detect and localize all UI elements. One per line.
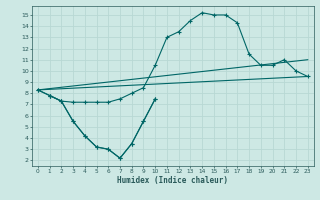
X-axis label: Humidex (Indice chaleur): Humidex (Indice chaleur) (117, 176, 228, 185)
